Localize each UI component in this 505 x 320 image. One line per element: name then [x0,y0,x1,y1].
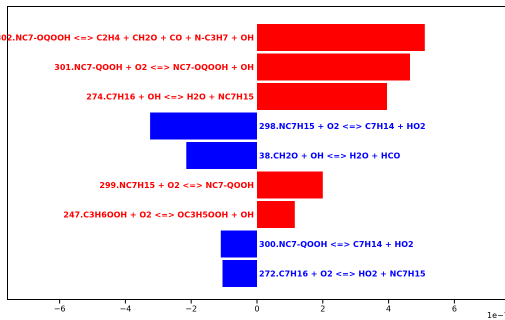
x-tick-label-2: −4 [120,305,132,314]
bar-9 [222,260,257,287]
x-tick-label-4: 0 [254,305,259,314]
bar-labels-group: 302.NC7-OQOOH <=> C2H4 + CH2O + CO + N-C… [0,34,426,279]
bar-8 [220,230,257,258]
bar-2 [257,53,410,81]
bar-label-3: 274.C7H16 + OH <=> H2O + NC7H15 [86,93,254,102]
bar-4 [150,112,257,140]
bar-label-4: 298.NC7H15 + O2 <=> C7H14 + HO2 [259,122,426,131]
bar-label-2: 301.NC7-QOOH + O2 <=> NC7-OQOOH + OH [54,63,254,72]
bar-3 [257,83,387,110]
x-axis-scale-label: 1e−7 [487,311,505,320]
bar-5 [186,142,257,169]
x-tick-label-5: 2 [320,305,325,314]
plot-frame [7,6,505,300]
bar-6 [257,171,323,199]
bar-label-9: 272.C7H16 + O2 <=> HO2 + NC7H15 [259,270,426,279]
bar-label-6: 299.NC7H15 + O2 <=> NC7-QOOH [99,181,254,190]
x-tick-label-7: 6 [452,305,457,314]
x-tick-label-6: 4 [386,305,391,314]
bar-label-8: 300.NC7-QOOH <=> C7H14 + HO2 [259,240,414,249]
x-tick-label-1: −6 [54,305,66,314]
bar-7 [257,201,295,228]
x-axis-ticks: −6 −4 −2 0 2 4 6 [54,299,457,314]
bar-label-1: 302.NC7-OQOOH <=> C2H4 + CH2O + CO + N-C… [0,34,254,43]
bar-1 [257,24,425,51]
bar-label-7: 247.C3H6OOH + O2 <=> OC3H5OOH + OH [63,211,254,220]
bar-label-5: 38.CH2O + OH <=> H2O + HCO [259,152,400,161]
x-tick-label-3: −2 [185,305,197,314]
bars-group [150,24,425,287]
